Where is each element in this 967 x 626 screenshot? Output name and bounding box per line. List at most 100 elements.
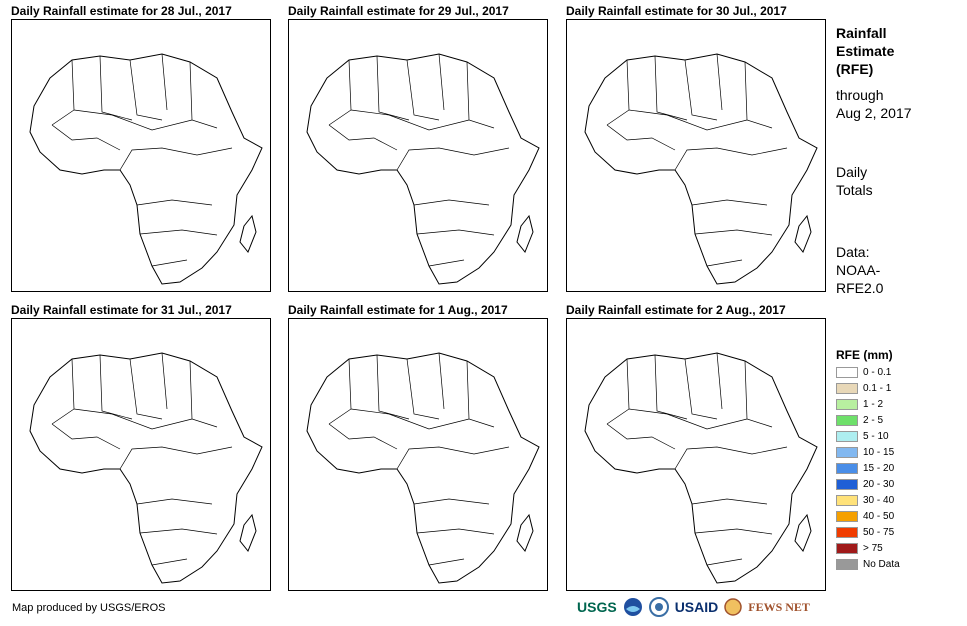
country-border	[744, 61, 773, 129]
legend-label: 2 - 5	[863, 415, 884, 426]
madagascar-outline	[516, 214, 534, 253]
coastline	[29, 53, 263, 285]
country-border	[139, 229, 218, 236]
country-border	[428, 558, 465, 566]
usaid-logo: USAID	[674, 599, 719, 615]
legend-label: 1 - 2	[863, 399, 884, 410]
country-border	[606, 423, 676, 450]
panel-title: Daily Rainfall estimate for 30 Jul., 201…	[566, 4, 787, 18]
side-source: Data: NOAA- RFE2.0	[836, 244, 884, 296]
country-border	[73, 109, 193, 131]
country-border	[51, 59, 75, 126]
country-border	[413, 498, 490, 505]
country-border	[328, 59, 352, 126]
country-border	[99, 55, 133, 121]
country-border	[396, 147, 510, 171]
madagascar-outline	[794, 214, 812, 253]
panel-title: Daily Rainfall estimate for 1 Aug., 2017	[288, 303, 508, 317]
legend-label: 40 - 50	[863, 511, 895, 522]
legend-swatch	[836, 399, 858, 410]
country-border	[99, 354, 133, 420]
country-border	[51, 124, 121, 151]
country-border	[691, 498, 768, 505]
country-border	[136, 498, 213, 505]
legend-swatch	[836, 543, 858, 554]
madagascar-outline	[794, 513, 812, 552]
country-border	[151, 558, 188, 566]
legend-swatch	[836, 527, 858, 538]
country-border	[466, 360, 495, 428]
rainfall-map	[566, 19, 826, 292]
country-border	[119, 446, 233, 470]
country-border	[136, 199, 213, 206]
country-border	[350, 109, 470, 131]
africa-map-outline	[584, 53, 818, 285]
legend-label: No Data	[863, 559, 900, 570]
country-border	[606, 124, 676, 151]
country-border	[189, 360, 218, 428]
country-border	[684, 358, 718, 420]
legend-label: > 75	[863, 543, 883, 554]
side-through-date: through Aug 2, 2017	[836, 87, 912, 121]
madagascar-outline	[239, 513, 257, 552]
doi-seal-icon	[648, 597, 669, 617]
legend-swatch	[836, 463, 858, 474]
country-border	[438, 53, 445, 111]
country-border	[328, 124, 398, 151]
coastline	[584, 352, 818, 584]
country-border	[674, 446, 788, 470]
country-border	[628, 408, 748, 430]
country-border	[73, 408, 193, 430]
africa-map-outline	[584, 352, 818, 584]
country-border	[684, 59, 718, 121]
side-totals: Daily Totals	[836, 164, 873, 198]
country-border	[350, 408, 470, 430]
country-border	[413, 199, 490, 206]
country-border	[328, 358, 352, 425]
africa-map-outline	[306, 352, 540, 584]
country-border	[706, 558, 743, 566]
country-border	[51, 358, 75, 425]
legend-swatch	[836, 447, 858, 458]
legend-label: 20 - 30	[863, 479, 895, 490]
legend-label: 50 - 75	[863, 527, 895, 538]
country-border	[716, 352, 723, 410]
legend-swatch	[836, 431, 858, 442]
country-border	[606, 358, 630, 425]
rainfall-map	[566, 318, 826, 591]
legend-label: 0 - 0.1	[863, 367, 892, 378]
country-border	[416, 229, 495, 236]
rainfall-map	[288, 318, 548, 591]
side-title: Rainfall Estimate (RFE)	[836, 25, 895, 77]
legend-swatch	[836, 415, 858, 426]
country-border	[438, 352, 445, 410]
madagascar-outline	[239, 214, 257, 253]
noaa-logo-icon	[623, 598, 642, 616]
country-border	[376, 55, 410, 121]
legend-swatch	[836, 479, 858, 490]
africa-map-outline	[29, 352, 263, 584]
rainfall-map	[11, 318, 271, 591]
africa-map-outline	[306, 53, 540, 285]
legend-swatch	[836, 511, 858, 522]
country-border	[161, 352, 168, 410]
rainfall-map	[11, 19, 271, 292]
panel-title: Daily Rainfall estimate for 28 Jul., 201…	[11, 4, 232, 18]
country-border	[428, 259, 465, 267]
country-border	[406, 59, 440, 121]
legend-label: 5 - 10	[863, 431, 889, 442]
country-border	[189, 61, 218, 129]
legend-swatch	[836, 495, 858, 506]
country-border	[328, 423, 398, 450]
country-border	[161, 53, 168, 111]
country-border	[51, 423, 121, 450]
legend-swatch	[836, 367, 858, 378]
country-border	[129, 59, 163, 121]
country-border	[694, 528, 773, 535]
legend-swatch	[836, 559, 858, 570]
legend-swatch	[836, 383, 858, 394]
coastline	[306, 352, 540, 584]
country-border	[654, 55, 688, 121]
legend-label: 15 - 20	[863, 463, 895, 474]
country-border	[744, 360, 773, 428]
